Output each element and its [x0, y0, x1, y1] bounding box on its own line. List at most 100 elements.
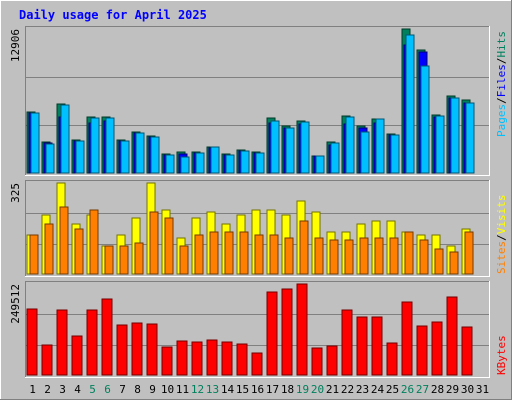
legend-entry: KBytes — [495, 335, 508, 375]
legend-entry: Sites — [495, 241, 508, 274]
legend-entry: / — [495, 58, 508, 65]
bar-kbytes-day-11 — [176, 340, 188, 376]
x-tick-label-day-19: 19 — [296, 383, 309, 396]
bar-pages-day-26 — [405, 34, 415, 174]
legend-entry: Pages — [495, 104, 508, 137]
x-tick-label-day-14: 14 — [221, 383, 235, 396]
bar-kbytes-day-17 — [266, 291, 278, 376]
bar-sites-day-7 — [119, 245, 129, 275]
bar-sites-day-21 — [329, 239, 339, 275]
y-max-label: 12906 — [9, 29, 22, 62]
bar-sites-day-26 — [404, 231, 414, 275]
bar-pages-day-1 — [30, 112, 40, 174]
bar-sites-day-25 — [389, 237, 399, 275]
bar-sites-day-18 — [284, 237, 294, 275]
bar-kbytes-day-28 — [431, 321, 443, 376]
bar-pages-day-6 — [105, 117, 115, 174]
x-tick-label-day-29: 29 — [446, 383, 459, 396]
legend-entry: Files — [495, 64, 508, 97]
bar-sites-day-5 — [89, 209, 99, 275]
x-tick-label-day-21: 21 — [326, 383, 339, 396]
legend-entry: Hits — [495, 31, 508, 58]
bar-kbytes-day-9 — [146, 323, 158, 376]
panel-kbytes: 249512 KBytes — [9, 281, 508, 378]
bar-pages-day-9 — [150, 136, 160, 174]
x-tick-label-day-12: 12 — [191, 383, 204, 396]
legend-entry: / — [495, 234, 508, 241]
bar-pages-day-3 — [60, 104, 70, 174]
x-tick-label-day-5: 5 — [89, 383, 96, 396]
y-max-label: 325 — [9, 183, 22, 203]
bar-kbytes-day-3 — [56, 309, 68, 376]
bar-kbytes-day-19 — [296, 283, 308, 376]
x-tick-label-day-4: 4 — [74, 383, 81, 396]
x-tick-label-day-22: 22 — [341, 383, 354, 396]
legend-hits-files-pages: Pages/Files/Hits — [495, 31, 508, 137]
bar-pages-day-29 — [450, 97, 460, 174]
bar-pages-day-2 — [45, 143, 55, 174]
bar-sites-day-9 — [149, 211, 159, 275]
bar-kbytes-day-23 — [356, 316, 368, 376]
bar-kbytes-day-10 — [161, 346, 173, 376]
bar-pages-day-7 — [120, 140, 130, 174]
bar-pages-day-25 — [390, 134, 400, 174]
bar-kbytes-day-22 — [341, 309, 353, 376]
bar-sites-day-20 — [314, 237, 324, 275]
bar-kbytes-day-21 — [326, 345, 338, 376]
x-tick-label-day-10: 10 — [161, 383, 174, 396]
bar-kbytes-day-26 — [401, 301, 413, 376]
bar-kbytes-day-20 — [311, 347, 323, 376]
x-tick-label-day-31: 31 — [476, 383, 489, 396]
bar-sites-day-19 — [299, 220, 309, 275]
bar-pages-day-19 — [300, 121, 310, 174]
bar-pages-day-4 — [75, 140, 85, 174]
x-tick-label-day-28: 28 — [431, 383, 444, 396]
bar-kbytes-day-27 — [416, 325, 428, 376]
bar-sites-day-29 — [449, 251, 459, 275]
bar-pages-day-22 — [345, 116, 355, 174]
bar-sites-day-3 — [59, 206, 69, 275]
bar-pages-day-15 — [240, 150, 250, 174]
bar-sites-day-10 — [164, 217, 174, 275]
y-max-label: 249512 — [9, 284, 22, 324]
bar-pages-day-16 — [255, 152, 265, 174]
x-tick-label-day-9: 9 — [149, 383, 156, 396]
bar-sites-day-24 — [374, 237, 384, 275]
bar-sites-day-14 — [224, 231, 234, 275]
chart-title: Daily usage for April 2025 — [19, 8, 207, 22]
bar-kbytes-day-2 — [41, 344, 53, 376]
x-tick-label-day-7: 7 — [119, 383, 126, 396]
bar-sites-day-16 — [254, 234, 264, 275]
bar-pages-day-27 — [420, 65, 430, 174]
bar-kbytes-day-24 — [371, 316, 383, 376]
bar-kbytes-day-6 — [101, 298, 113, 376]
x-tick-label-day-13: 13 — [206, 383, 219, 396]
bar-kbytes-day-5 — [86, 309, 98, 376]
bar-sites-day-2 — [44, 223, 54, 275]
bar-kbytes-day-15 — [236, 343, 248, 376]
bar-kbytes-day-1 — [26, 308, 38, 376]
bar-pages-day-11 — [180, 156, 190, 174]
bar-sites-day-17 — [269, 234, 279, 275]
bar-sites-day-1 — [29, 234, 39, 275]
bar-pages-day-10 — [165, 154, 175, 174]
x-tick-label-day-3: 3 — [59, 383, 66, 396]
bar-kbytes-day-18 — [281, 288, 293, 376]
bar-sites-day-6 — [104, 245, 114, 275]
bar-pages-day-23 — [360, 131, 370, 174]
x-tick-label-day-17: 17 — [266, 383, 279, 396]
bar-pages-day-28 — [435, 115, 445, 174]
bar-pages-day-13 — [210, 146, 220, 174]
bar-sites-day-12 — [194, 234, 204, 275]
bar-pages-day-8 — [135, 132, 145, 174]
x-tick-label-day-26: 26 — [401, 383, 414, 396]
bar-pages-day-14 — [225, 154, 235, 174]
x-tick-labels: 1 2 3 4 5 6 7 8 9 10 11 12 13 14 15 16 17 18 19 20 21 22 23 24 2… — [29, 383, 489, 396]
x-tick-label-day-6: 6 — [104, 383, 111, 396]
bar-sites-day-27 — [419, 239, 429, 275]
bar-sites-day-4 — [74, 228, 84, 275]
x-tick-label-day-8: 8 — [134, 383, 141, 396]
legend-entry: / — [495, 97, 508, 104]
